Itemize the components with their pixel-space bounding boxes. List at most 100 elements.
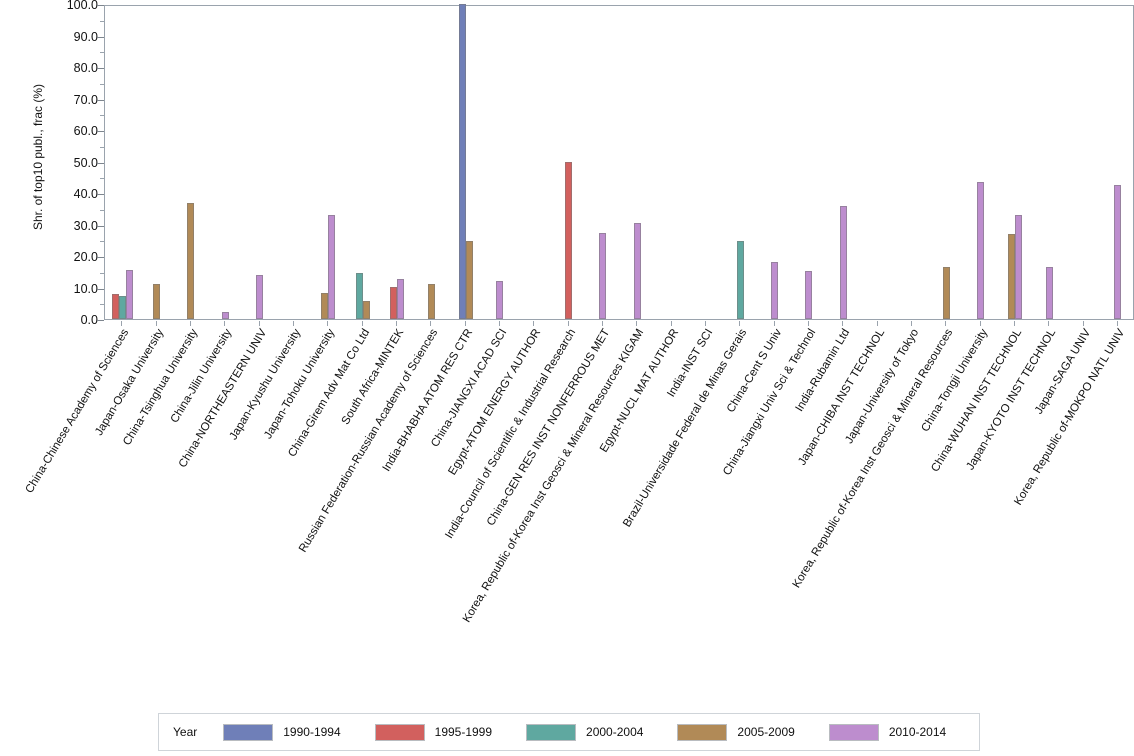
y-tick-mark — [97, 131, 104, 132]
bar — [458, 4, 466, 319]
y-tick-label: 90.0 — [73, 29, 98, 44]
y-tick-mark — [97, 257, 104, 258]
bar — [736, 240, 744, 319]
legend-items: 1990-1994 1995-1999 2000-2004 2005-2009 2010… — [223, 723, 980, 741]
x-tick-mark — [395, 321, 397, 326]
bar — [771, 262, 778, 319]
bar — [362, 301, 370, 319]
bar — [256, 274, 263, 319]
bar — [355, 273, 363, 319]
plot-area — [104, 4, 1134, 320]
bar — [1114, 185, 1122, 319]
y-tick-mark — [97, 68, 104, 69]
legend-item[interactable]: 2005-2009 — [677, 723, 795, 741]
x-tick-mark — [189, 321, 191, 326]
x-tick-mark — [739, 321, 741, 326]
x-tick-mark — [258, 321, 260, 326]
bar — [942, 267, 950, 319]
y-tick-label: 100.0 — [66, 0, 98, 12]
x-tick-mark — [910, 321, 912, 326]
y-minor-tick — [100, 115, 104, 117]
x-tick-mark — [807, 321, 809, 326]
y-tick-label: 40.0 — [73, 187, 98, 201]
bar — [1014, 215, 1022, 319]
bar — [839, 205, 847, 319]
y-tick-mark — [97, 320, 104, 321]
legend-label: 2005-2009 — [737, 725, 795, 739]
legend-swatch — [828, 723, 879, 741]
bar — [187, 203, 195, 319]
legend-item[interactable]: 1995-1999 — [374, 723, 493, 741]
x-tick-mark — [533, 321, 535, 326]
x-tick-mark — [773, 321, 775, 326]
y-tick-label: 70.0 — [73, 92, 98, 107]
x-tick-mark — [1013, 321, 1015, 326]
x-tick-label: China-Tongji University — [918, 327, 990, 434]
y-minor-tick — [100, 20, 104, 22]
x-tick-mark — [567, 321, 569, 326]
x-tick-mark — [876, 321, 878, 326]
y-tick-label: 30.0 — [73, 218, 98, 233]
bar — [396, 278, 404, 319]
y-minor-tick — [100, 241, 104, 243]
bar — [111, 293, 119, 319]
bar — [125, 269, 133, 319]
y-tick-label: 60.0 — [73, 124, 98, 138]
y-minor-tick — [100, 83, 104, 85]
y-tick-mark — [97, 36, 104, 38]
bar — [221, 312, 229, 319]
legend-item[interactable]: 2000-2004 — [526, 723, 644, 741]
y-minor-tick — [100, 304, 104, 306]
x-tick-mark — [1116, 321, 1118, 326]
x-tick-mark — [1048, 321, 1050, 326]
x-tick-label: Korea, Republic of-Korea Inst Geosci & M… — [790, 327, 956, 591]
bar — [118, 295, 126, 319]
legend-label: 1995-1999 — [434, 725, 493, 739]
bars-container — [105, 4, 1133, 319]
x-tick-label: India-Council of Scientific & Industrial… — [442, 327, 578, 541]
x-tick-mark — [945, 321, 947, 326]
legend-label: 1990-1994 — [283, 725, 341, 739]
y-tick-mark — [97, 99, 104, 101]
bar — [599, 233, 607, 319]
x-tick-label: South Africa-MINTEK — [339, 327, 407, 427]
x-tick-mark — [121, 321, 123, 326]
y-minor-tick — [100, 272, 104, 274]
bar — [427, 284, 435, 319]
x-tick-mark — [704, 321, 706, 326]
legend-item[interactable]: 2010-2014 — [828, 723, 947, 741]
legend-swatch — [374, 723, 425, 741]
y-tick-label: 20.0 — [73, 250, 98, 264]
y-tick-mark — [97, 5, 104, 6]
y-minor-tick — [100, 178, 104, 180]
legend: Year 1990-1994 1995-1999 2000-2004 2005-200… — [158, 713, 980, 751]
x-tick-mark — [842, 321, 844, 326]
bar — [389, 287, 397, 319]
bar — [465, 240, 473, 319]
y-tick-label: 80.0 — [73, 61, 98, 75]
bar — [1007, 233, 1015, 319]
legend-label: 2010-2014 — [888, 725, 947, 739]
legend-item[interactable]: 1990-1994 — [223, 723, 341, 741]
legend-swatch — [526, 723, 577, 741]
legend-label: 2000-2004 — [586, 725, 644, 739]
x-tick-mark — [601, 321, 603, 326]
bar — [805, 271, 813, 319]
y-tick-label: 10.0 — [73, 281, 98, 296]
bar — [633, 223, 641, 319]
x-tick-mark — [224, 321, 226, 326]
y-tick-label: 0.0 — [80, 313, 98, 327]
x-tick-mark — [327, 321, 329, 326]
x-tick-mark — [464, 321, 466, 326]
bar — [496, 281, 504, 319]
x-tick-label: Japan-Osaka University — [92, 327, 166, 438]
x-tick-mark — [670, 321, 672, 326]
legend-swatch — [223, 723, 274, 741]
y-tick-mark — [97, 194, 104, 195]
x-tick-mark — [430, 321, 432, 326]
legend-swatch — [677, 723, 728, 741]
x-tick-mark — [1082, 321, 1084, 326]
y-minor-tick — [100, 52, 104, 54]
legend-title: Year — [173, 725, 198, 739]
